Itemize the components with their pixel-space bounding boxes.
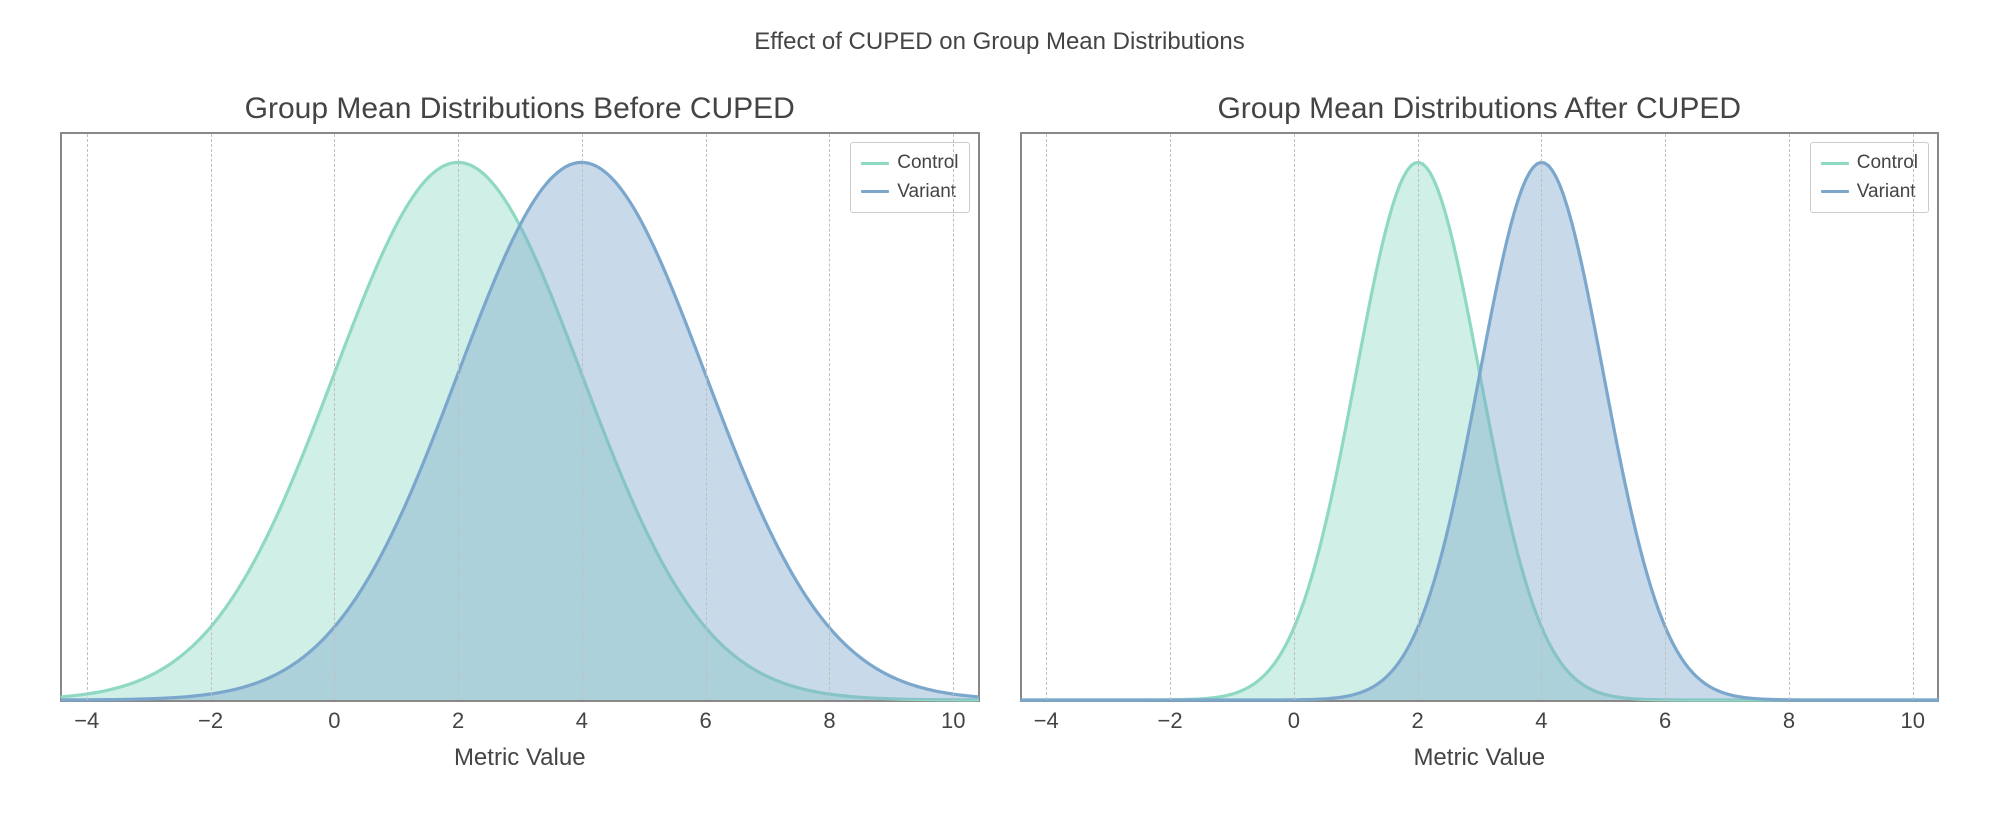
x-tick-label: 2 <box>452 708 464 734</box>
x-tick-label: 8 <box>823 708 835 734</box>
x-tick-label: −4 <box>1034 708 1059 734</box>
x-axis-label: Metric Value <box>60 744 980 772</box>
grid-line <box>1665 134 1666 700</box>
x-tick-label: 10 <box>941 708 965 734</box>
legend-swatch-variant <box>861 190 889 193</box>
x-tick-label: 6 <box>700 708 712 734</box>
legend-swatch-control <box>861 162 889 165</box>
panel-title: Group Mean Distributions Before CUPED <box>60 92 980 126</box>
x-tick-label: 8 <box>1783 708 1795 734</box>
grid-line <box>582 134 583 700</box>
x-tick-label: 0 <box>328 708 340 734</box>
legend-label: Control <box>1857 149 1918 178</box>
x-tick-label: 2 <box>1411 708 1423 734</box>
curves-svg <box>62 134 978 700</box>
panel-title: Group Mean Distributions After CUPED <box>1020 92 1940 126</box>
x-tick-label: 6 <box>1659 708 1671 734</box>
x-tick-label: 4 <box>1535 708 1547 734</box>
legend-item-variant: Variant <box>1821 178 1918 207</box>
x-axis-label: Metric Value <box>1020 744 1940 772</box>
legend-item-control: Control <box>861 149 958 178</box>
grid-line <box>1294 134 1295 700</box>
grid-line <box>829 134 830 700</box>
curves-svg <box>1022 134 1938 700</box>
figure: Effect of CUPED on Group Mean Distributi… <box>0 0 1999 832</box>
legend-item-variant: Variant <box>861 178 958 207</box>
x-tick-label: −4 <box>74 708 99 734</box>
grid-line <box>1789 134 1790 700</box>
legend-label: Variant <box>1857 178 1916 207</box>
grid-line <box>87 134 88 700</box>
legend: Control Variant <box>850 142 969 213</box>
plot-area: Control Variant −4−20246810 <box>60 132 980 702</box>
grid-line <box>1913 134 1914 700</box>
grid-line <box>1046 134 1047 700</box>
x-tick-label: 0 <box>1288 708 1300 734</box>
grid-line <box>1541 134 1542 700</box>
series-fill <box>62 162 978 700</box>
grid-line <box>334 134 335 700</box>
grid-line <box>953 134 954 700</box>
legend-label: Control <box>897 149 958 178</box>
legend-swatch-variant <box>1821 190 1849 193</box>
grid-line <box>211 134 212 700</box>
panels-row: Group Mean Distributions Before CUPED Co… <box>60 92 1939 772</box>
legend: Control Variant <box>1810 142 1929 213</box>
panel-after: Group Mean Distributions After CUPED Con… <box>1020 92 1940 772</box>
grid-line <box>1170 134 1171 700</box>
legend-swatch-control <box>1821 162 1849 165</box>
grid-line <box>1418 134 1419 700</box>
plot-area: Control Variant −4−20246810 <box>1020 132 1940 702</box>
x-tick-label: −2 <box>198 708 223 734</box>
x-tick-label: −2 <box>1157 708 1182 734</box>
x-tick-label: 4 <box>576 708 588 734</box>
legend-label: Variant <box>897 178 956 207</box>
panel-before: Group Mean Distributions Before CUPED Co… <box>60 92 980 772</box>
legend-item-control: Control <box>1821 149 1918 178</box>
grid-line <box>458 134 459 700</box>
figure-suptitle: Effect of CUPED on Group Mean Distributi… <box>0 28 1999 56</box>
series-fill <box>1022 162 1938 700</box>
x-tick-label: 10 <box>1900 708 1924 734</box>
grid-line <box>706 134 707 700</box>
